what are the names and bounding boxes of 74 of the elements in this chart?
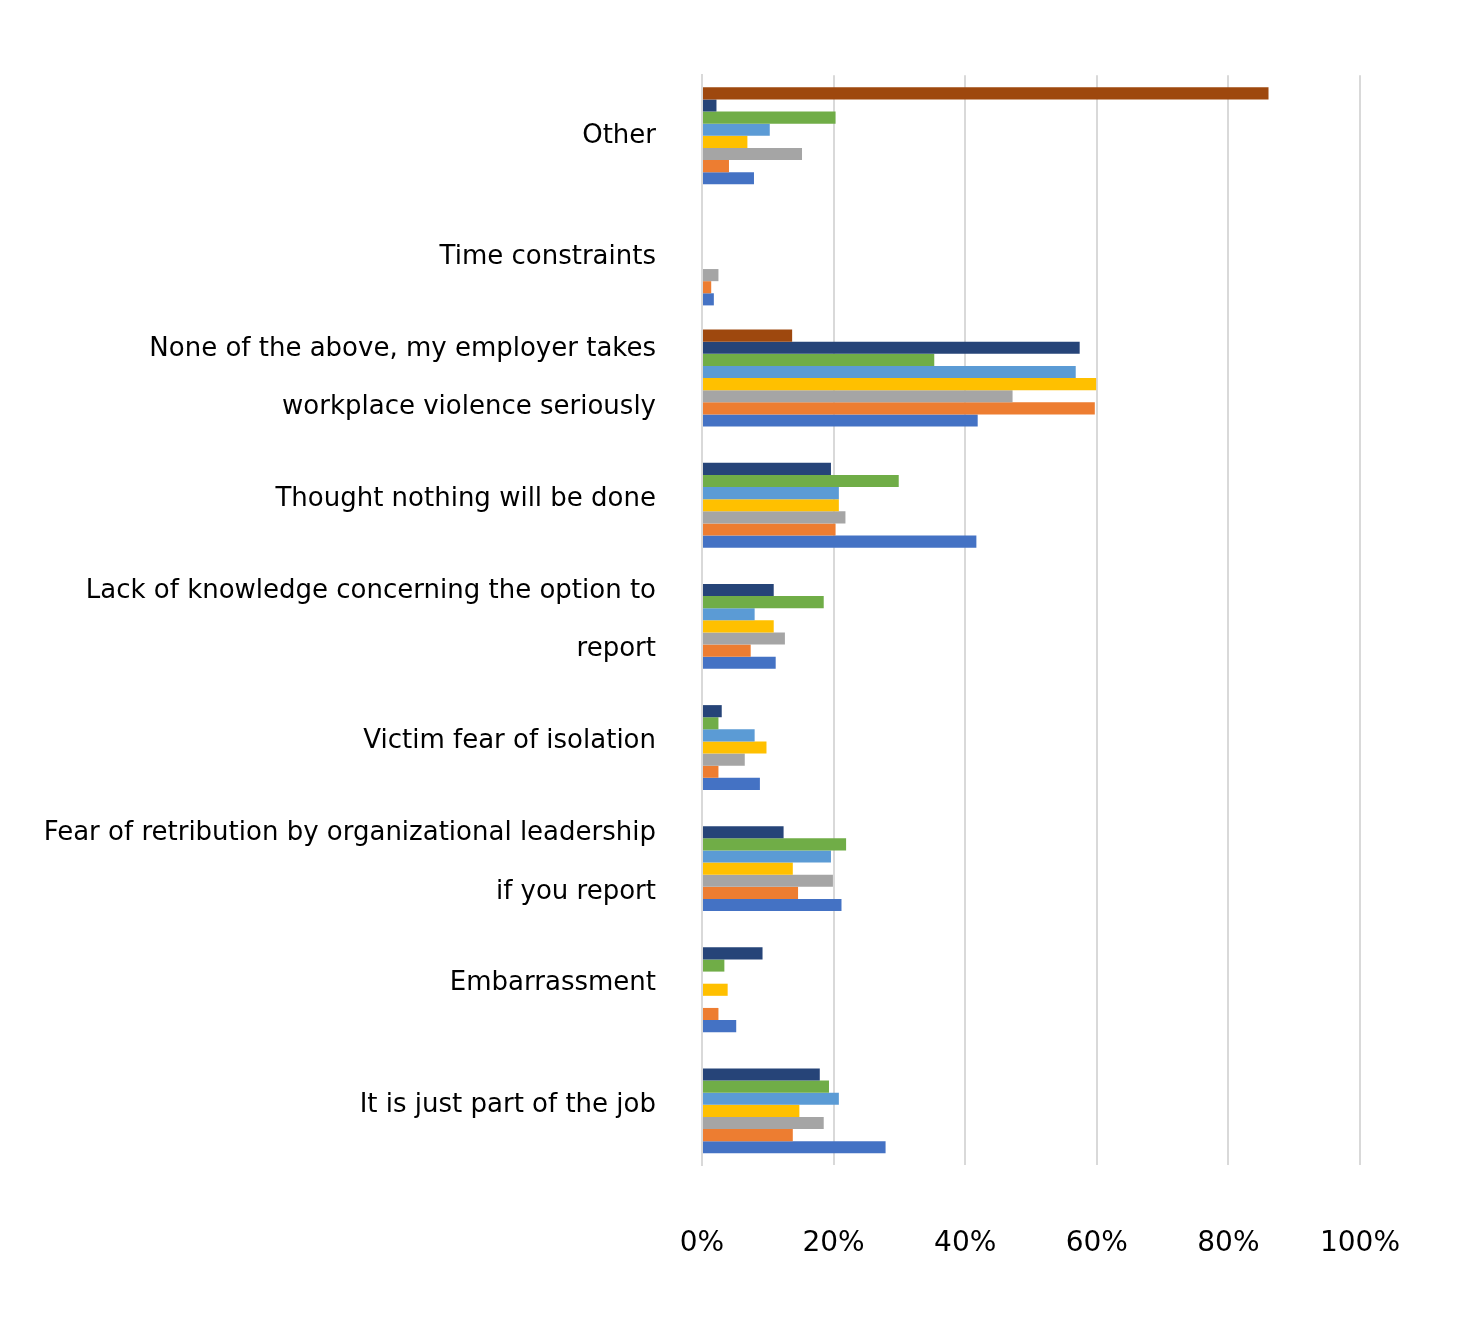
bar — [703, 487, 839, 500]
bar — [703, 99, 717, 112]
bar — [703, 1020, 737, 1033]
bar — [703, 608, 755, 621]
bar — [703, 705, 722, 718]
bar — [703, 1092, 839, 1105]
y-tick-label: Fear of retribution by organizational leadership if you report — [43, 816, 656, 905]
bar — [703, 838, 847, 851]
bar — [703, 390, 1013, 403]
bar — [703, 862, 793, 875]
bar — [703, 644, 751, 657]
bar — [703, 826, 784, 839]
y-tick-label: Time constraints — [438, 239, 656, 270]
bar — [703, 777, 760, 790]
bar — [703, 378, 1097, 391]
bar — [703, 123, 770, 136]
y-tick-label: Thought nothing will be done — [274, 481, 656, 512]
bar — [703, 365, 1076, 379]
bar — [703, 1080, 829, 1093]
bar — [703, 1141, 886, 1154]
bar — [703, 620, 774, 633]
bar — [703, 87, 1269, 100]
bar — [703, 741, 767, 754]
bar — [703, 414, 978, 427]
bar — [703, 583, 774, 597]
bar — [703, 111, 836, 124]
bar — [703, 983, 728, 996]
bar — [703, 947, 763, 960]
bar — [703, 1007, 719, 1021]
x-tick-label: 100% — [1319, 1225, 1401, 1259]
bar — [703, 874, 833, 887]
bar — [703, 523, 836, 536]
bar — [703, 959, 725, 972]
x-tick-label: 20% — [802, 1225, 865, 1259]
bar — [703, 293, 714, 306]
x-tick-label: 0% — [679, 1225, 725, 1259]
bar — [703, 511, 846, 524]
bar — [703, 886, 799, 899]
bar — [703, 1116, 824, 1130]
y-tick-label: It is just part of the job — [359, 1087, 656, 1118]
y-tick-label: None of the above, my employer takes workplace violence seriously — [149, 331, 656, 421]
bar — [703, 1104, 800, 1117]
x-tick-label: 80% — [1197, 1225, 1260, 1259]
bar — [703, 765, 719, 778]
bar — [703, 535, 977, 548]
y-tick-label: Victim fear of isolation — [363, 724, 656, 755]
bar — [703, 329, 793, 342]
bar — [703, 281, 712, 294]
y-tick-label: Other — [582, 118, 657, 149]
bar — [703, 135, 748, 148]
bar — [703, 160, 729, 173]
bar — [703, 729, 755, 742]
bar — [703, 656, 776, 669]
bar — [703, 596, 824, 609]
x-tick-label: 60% — [1065, 1225, 1128, 1259]
bar — [703, 402, 1095, 415]
bar — [703, 462, 831, 475]
bar — [703, 850, 831, 863]
bar — [703, 341, 1080, 354]
y-tick-label: Lack of knowledge concerning the option to report — [85, 573, 656, 663]
bar — [703, 1068, 820, 1081]
bar — [703, 147, 803, 161]
bar — [703, 269, 719, 282]
bar — [703, 499, 839, 512]
bar — [703, 172, 754, 185]
y-tick-label: Embarrassment — [449, 966, 656, 997]
bar — [703, 474, 899, 488]
x-tick-label: 40% — [934, 1225, 997, 1259]
bar — [703, 632, 785, 645]
bar — [703, 717, 719, 730]
bar — [703, 1129, 793, 1142]
bar — [703, 753, 745, 766]
bar — [703, 898, 842, 912]
bar — [703, 353, 935, 366]
